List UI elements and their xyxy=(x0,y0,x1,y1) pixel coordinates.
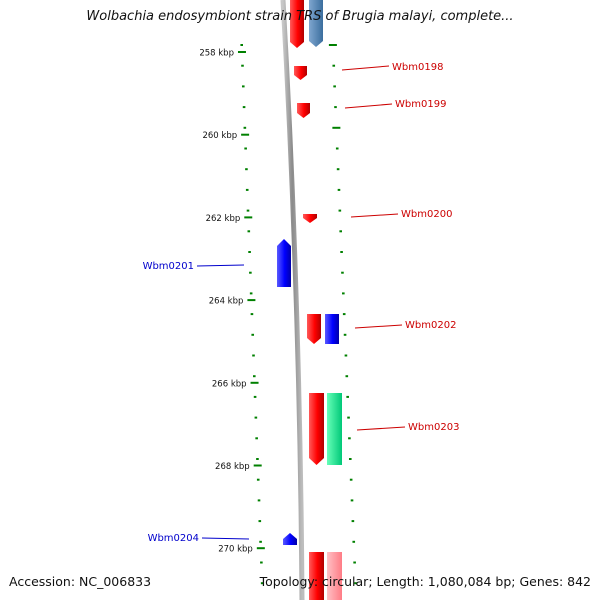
cds-feature-wbm0202[interactable] xyxy=(325,314,339,344)
gene-leader-line xyxy=(341,65,390,71)
dash-layer xyxy=(240,44,357,585)
accession-text: Accession: NC_006833 xyxy=(9,574,152,589)
gene-label[interactable]: Wbm0198 xyxy=(392,62,443,73)
gene-feature-wbm0199[interactable] xyxy=(297,103,310,118)
scale-tick-label: 270 kbp xyxy=(218,545,253,555)
feature-layer xyxy=(277,0,342,604)
gene-label[interactable]: Wbm0202 xyxy=(405,320,456,331)
gene-feature-wbm0204[interactable] xyxy=(283,533,297,545)
cds-feature-wbm0203[interactable] xyxy=(327,393,342,465)
gene-feature-wbm0200[interactable] xyxy=(303,214,317,223)
gene-label[interactable]: Wbm0200 xyxy=(401,209,452,220)
gene-leader-line xyxy=(354,324,403,329)
gene-label[interactable]: Wbm0204 xyxy=(148,533,199,544)
scale-tick-label: 266 kbp xyxy=(212,379,247,389)
gene-label-layer: Wbm0198 Wbm0199 Wbm0200 Wbm0201 Wbm0202 Wbm02… xyxy=(143,62,460,544)
scale-tick-label: 264 kbp xyxy=(209,297,244,307)
gene-feature-forward-partial[interactable] xyxy=(290,0,304,48)
scale-tick-label: 262 kbp xyxy=(206,214,241,224)
gene-feature-wbm0203[interactable] xyxy=(309,393,324,465)
gene-leader-line xyxy=(356,426,406,431)
gene-label[interactable]: Wbm0203 xyxy=(408,422,459,433)
scale-tick-label: 258 kbp xyxy=(199,49,234,59)
gene-leader-line xyxy=(196,264,245,267)
tick-layer: 258 kbp 260 kbp 262 kbp 264 kbp 266 kbp 268 k… xyxy=(199,49,265,555)
gene-leader-line xyxy=(201,537,250,540)
page-title: Wolbachia endosymbiont strain TRS of Bru… xyxy=(86,9,514,24)
gene-label[interactable]: Wbm0199 xyxy=(395,99,446,110)
gene-feature-wbm0201[interactable] xyxy=(277,239,291,287)
gene-feature-forward-partial-bottom[interactable] xyxy=(309,552,324,604)
gene-feature-wbm0202[interactable] xyxy=(307,314,321,344)
gene-leader-line xyxy=(344,103,393,109)
gene-feature-wbm0198[interactable] xyxy=(294,66,307,80)
gene-feature-cds-partial[interactable] xyxy=(309,0,323,47)
summary-text: Topology: circular; Length: 1,080,084 bp… xyxy=(259,574,591,589)
gene-leader-line xyxy=(350,213,399,218)
scale-tick-label: 260 kbp xyxy=(202,131,237,141)
cds-feature-partial-bottom[interactable] xyxy=(327,552,342,604)
gene-label[interactable]: Wbm0201 xyxy=(143,261,194,272)
genome-backbone xyxy=(280,0,305,601)
scale-tick-label: 268 kbp xyxy=(215,462,250,472)
